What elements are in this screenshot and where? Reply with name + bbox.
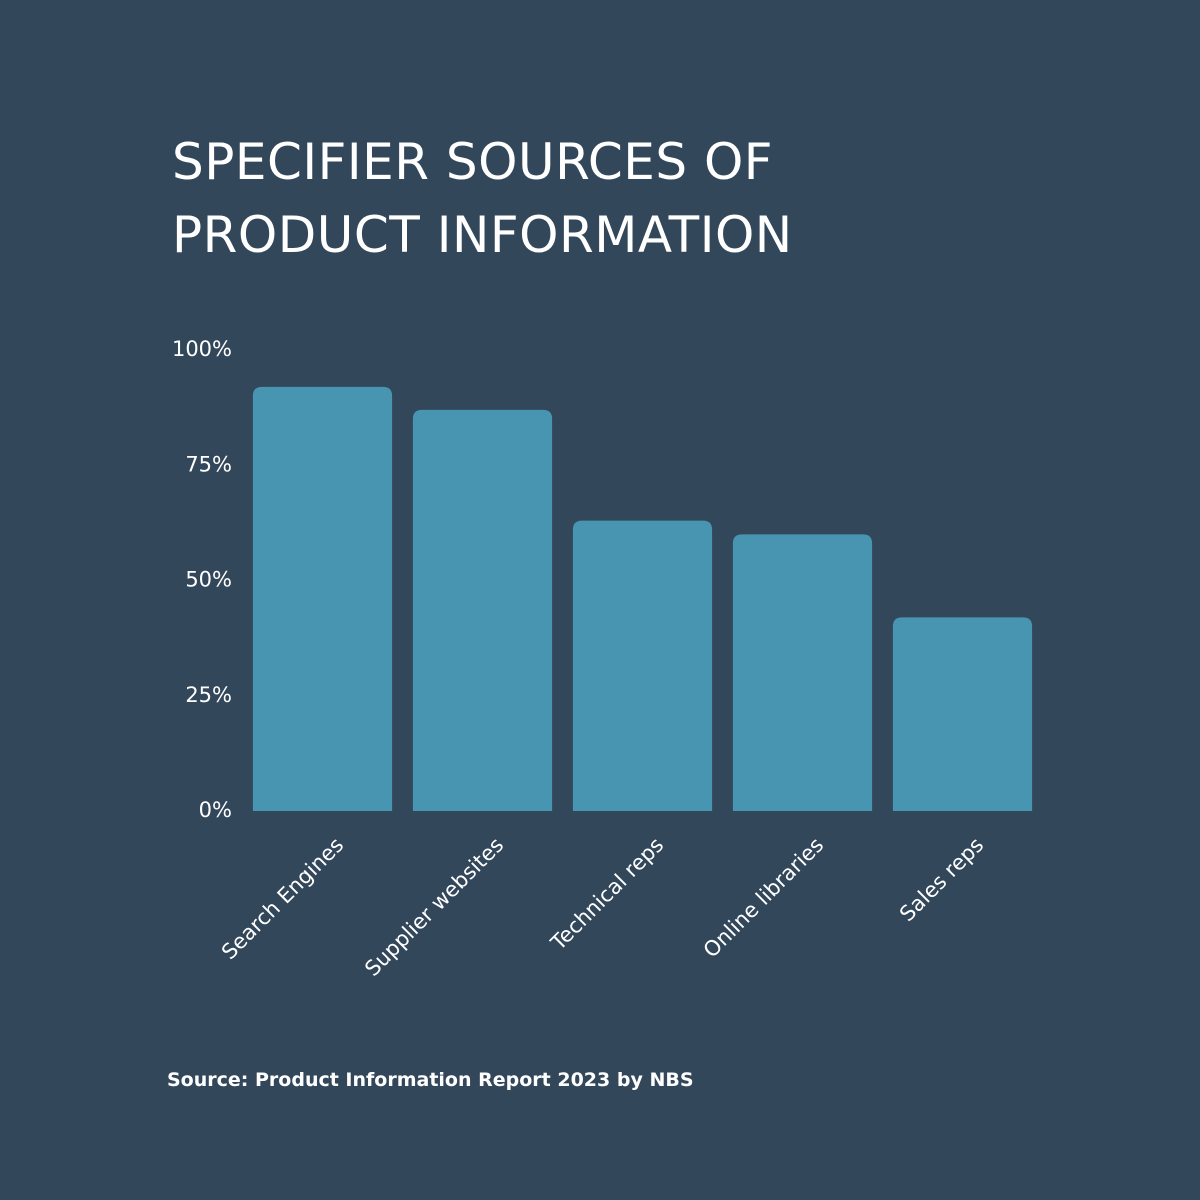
source-note: Source: Product Information Report 2023 … bbox=[167, 1069, 694, 1091]
bar bbox=[572, 520, 713, 811]
x-tick-label: Online libraries bbox=[699, 833, 829, 963]
bar bbox=[732, 534, 873, 811]
y-tick-label: 50% bbox=[185, 568, 232, 592]
y-tick-label: 25% bbox=[185, 683, 232, 707]
bar bbox=[252, 386, 393, 811]
x-tick-label: Search Engines bbox=[217, 833, 348, 964]
x-tick-label: Sales reps bbox=[895, 833, 988, 926]
x-tick-label: Supplier websites bbox=[360, 833, 508, 981]
x-tick-label: Technical reps bbox=[546, 833, 669, 956]
bar bbox=[412, 409, 553, 811]
y-tick-label: 75% bbox=[185, 452, 232, 476]
bar bbox=[892, 617, 1033, 811]
chart-title: SPECIFIER SOURCES OF PRODUCT INFORMATION bbox=[172, 133, 793, 264]
y-tick-label: 0% bbox=[199, 798, 232, 822]
y-tick-label: 100% bbox=[172, 337, 232, 361]
